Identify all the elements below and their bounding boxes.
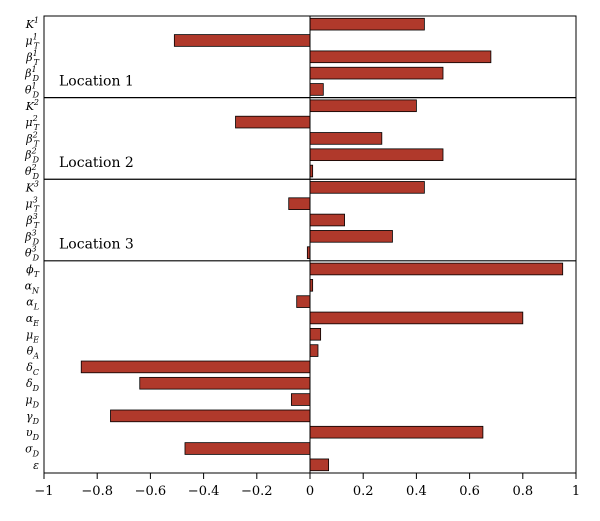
category-label: β1 T bbox=[25, 49, 39, 67]
x-tick-label: 0.6 bbox=[459, 484, 480, 499]
bars-layer bbox=[80, 17, 564, 472]
category-label: β3 T bbox=[25, 212, 39, 230]
bar bbox=[309, 327, 322, 341]
x-tick-label: 0 bbox=[306, 484, 314, 499]
x-tick-label: −1 bbox=[34, 484, 53, 499]
bar bbox=[309, 425, 484, 439]
bar bbox=[80, 360, 311, 374]
location-separators bbox=[44, 97, 576, 262]
location-label: Location 2 bbox=[59, 155, 134, 171]
location-label: Location 1 bbox=[59, 73, 134, 89]
x-tick-label: 1 bbox=[572, 484, 580, 499]
category-label: β2 T bbox=[25, 130, 39, 148]
bar bbox=[184, 442, 311, 455]
category-label: θ1 D bbox=[25, 81, 40, 99]
category-label: σD bbox=[25, 443, 40, 459]
category-label: ϕT bbox=[26, 263, 40, 279]
category-label: γD bbox=[26, 410, 40, 426]
category-label: β2 D bbox=[24, 147, 39, 165]
bar bbox=[309, 50, 492, 64]
category-label: μ3 T bbox=[25, 196, 39, 214]
bar bbox=[309, 344, 319, 357]
x-tick-label: −0.8 bbox=[81, 484, 113, 499]
bar bbox=[309, 311, 524, 325]
x-tick-label: −0.6 bbox=[135, 484, 167, 499]
category-label: αL bbox=[26, 296, 39, 312]
category-label: δD bbox=[26, 377, 40, 393]
x-tick-label: −0.4 bbox=[188, 484, 220, 499]
x-tick-label: 0.2 bbox=[353, 484, 374, 499]
category-label: αN bbox=[25, 279, 40, 295]
plot-frame bbox=[43, 15, 577, 474]
bar bbox=[139, 376, 311, 390]
location-labels: Location 1 Location 2 Location 3 bbox=[59, 73, 134, 252]
x-tick-label: −0.2 bbox=[241, 484, 273, 499]
bar bbox=[309, 148, 444, 162]
bar bbox=[110, 409, 311, 423]
bar bbox=[309, 230, 393, 243]
bar bbox=[309, 181, 425, 194]
category-label: K3 bbox=[25, 179, 39, 194]
category-label: δC bbox=[26, 361, 39, 377]
bar bbox=[309, 17, 425, 31]
category-label: μ1 T bbox=[25, 32, 39, 50]
location-label: Location 3 bbox=[59, 237, 134, 253]
category-label: K2 bbox=[25, 98, 39, 113]
category-label: θ2 D bbox=[25, 163, 40, 181]
x-tick-label: 0.8 bbox=[512, 484, 533, 499]
category-label: β1 D bbox=[24, 65, 39, 83]
category-label: μ2 T bbox=[25, 114, 39, 132]
category-label: β3 D bbox=[24, 228, 39, 246]
category-label: αE bbox=[26, 312, 39, 328]
bar bbox=[309, 66, 444, 80]
bar bbox=[309, 262, 564, 276]
bar bbox=[309, 213, 345, 227]
bar bbox=[309, 132, 383, 145]
category-label: θ3 D bbox=[25, 245, 40, 263]
category-label: θA bbox=[27, 345, 40, 361]
bar bbox=[290, 393, 311, 406]
bar bbox=[235, 115, 311, 129]
category-label: ε bbox=[33, 459, 39, 472]
bar bbox=[309, 99, 417, 113]
bar bbox=[296, 295, 311, 308]
bar bbox=[173, 34, 311, 47]
category-label: μE bbox=[26, 328, 39, 344]
x-axis: −1 −0.8 −0.6 −0.4 −0.2 0 0.2 0.4 0.6 0.8 1 bbox=[34, 473, 580, 499]
x-tick-label: 0.4 bbox=[406, 484, 427, 499]
category-label: K1 bbox=[25, 16, 39, 31]
category-label: μD bbox=[25, 394, 39, 410]
bar bbox=[309, 458, 330, 472]
bar bbox=[309, 83, 324, 96]
category-label: υD bbox=[26, 426, 40, 442]
bar bbox=[288, 197, 311, 210]
